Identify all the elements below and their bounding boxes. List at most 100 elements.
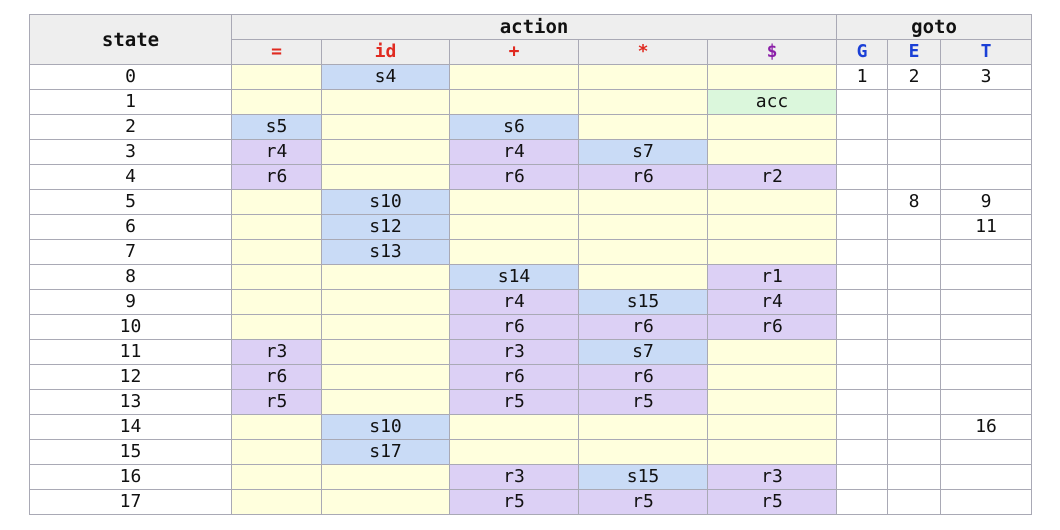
state-cell: 16: [29, 464, 232, 490]
state-cell: 9: [29, 289, 232, 315]
state-cell: 8: [29, 264, 232, 290]
action-cell: r4: [706, 289, 838, 315]
action-cell: r6: [231, 364, 322, 390]
goto-cell: [940, 289, 1033, 315]
goto-cell: [887, 139, 942, 165]
goto-nonterminal-header: T: [940, 39, 1033, 65]
action-cell: r3: [231, 339, 322, 365]
table-row: 6 s12 11: [29, 214, 1033, 240]
goto-cell: [887, 264, 942, 290]
goto-cell: [940, 314, 1033, 340]
action-cell: [321, 389, 450, 415]
action-cell: r6: [578, 164, 708, 190]
action-cell: [706, 214, 838, 240]
table-row: 15 s17: [29, 439, 1033, 465]
action-cell: [321, 364, 450, 390]
table-body: 0 s4 1 2 3 1 acc 2 s5 s6 3 r4 r4 s7 4 r6 r6 r6 r2 5 s10 8 9 6 s1…: [29, 64, 1033, 515]
action-cell: [321, 464, 450, 490]
action-cell: r6: [231, 164, 322, 190]
action-cell: s13: [321, 239, 450, 265]
action-cell: s7: [578, 139, 708, 165]
state-cell: 6: [29, 214, 232, 240]
goto-cell: [887, 414, 942, 440]
action-cell: [321, 264, 450, 290]
action-cell: [231, 489, 322, 515]
action-cell: s4: [321, 64, 450, 90]
goto-cell: 11: [940, 214, 1033, 240]
action-cell: [449, 89, 579, 115]
goto-cell: [940, 139, 1033, 165]
action-cell: [321, 339, 450, 365]
goto-cell: [836, 89, 889, 115]
action-cell: [231, 64, 322, 90]
action-cell: r6: [449, 164, 579, 190]
table-row: 10 r6 r6 r6: [29, 314, 1033, 340]
action-cell: [449, 439, 579, 465]
action-cell: [231, 264, 322, 290]
action-cell: [231, 189, 322, 215]
table-row: 13 r5 r5 r5: [29, 389, 1033, 415]
action-cell: r5: [578, 489, 708, 515]
action-cell: [706, 139, 838, 165]
state-cell: 17: [29, 489, 232, 515]
action-cell: [449, 214, 579, 240]
state-cell: 10: [29, 314, 232, 340]
action-cell: s7: [578, 339, 708, 365]
state-cell: 5: [29, 189, 232, 215]
action-cell: [231, 214, 322, 240]
state-cell: 2: [29, 114, 232, 140]
action-cell: s15: [578, 464, 708, 490]
action-cell: [231, 439, 322, 465]
action-cell: [321, 489, 450, 515]
goto-cell: [836, 464, 889, 490]
action-cell: r6: [706, 314, 838, 340]
table-row: 12 r6 r6 r6: [29, 364, 1033, 390]
goto-cell: [887, 489, 942, 515]
action-header: action: [230, 14, 838, 40]
action-cell: r5: [706, 489, 838, 515]
goto-cell: [940, 114, 1033, 140]
goto-cell: [836, 439, 889, 465]
goto-cell: 1: [836, 64, 889, 90]
goto-cell: [940, 439, 1033, 465]
state-header: state: [29, 14, 232, 65]
action-cell: [449, 414, 579, 440]
action-cell: [231, 289, 322, 315]
action-cell: r6: [449, 314, 579, 340]
goto-cell: [940, 364, 1033, 390]
action-terminal-header: +: [449, 39, 579, 65]
action-cell: [231, 239, 322, 265]
goto-cell: [887, 314, 942, 340]
action-cell: r5: [449, 489, 579, 515]
goto-cell: [940, 164, 1033, 190]
action-cell: r4: [449, 289, 579, 315]
goto-cell: [836, 114, 889, 140]
table-row: 7 s13: [29, 239, 1033, 265]
goto-cell: [887, 364, 942, 390]
goto-cell: [836, 239, 889, 265]
action-cell: r3: [449, 464, 579, 490]
goto-cell: [836, 214, 889, 240]
action-cell: [706, 239, 838, 265]
action-cell: acc: [706, 89, 838, 115]
state-cell: 4: [29, 164, 232, 190]
goto-nonterminal-header: G: [836, 39, 889, 65]
state-cell: 13: [29, 389, 232, 415]
action-cell: r5: [578, 389, 708, 415]
table-row: 14 s10 16: [29, 414, 1033, 440]
state-cell: 1: [29, 89, 232, 115]
goto-cell: [940, 489, 1033, 515]
table-row: 8 s14 r1: [29, 264, 1033, 290]
state-cell: 7: [29, 239, 232, 265]
action-cell: [231, 314, 322, 340]
table-row: 9 r4 s15 r4: [29, 289, 1033, 315]
goto-nonterminal-header: E: [887, 39, 942, 65]
action-cell: [578, 439, 708, 465]
state-cell: 15: [29, 439, 232, 465]
table-row: 3 r4 r4 s7: [29, 139, 1033, 165]
goto-cell: [836, 364, 889, 390]
goto-cell: 8: [887, 189, 942, 215]
action-cell: r1: [706, 264, 838, 290]
header-row-symbols: = id + * $ G E T: [30, 39, 1033, 65]
action-cell: [321, 314, 450, 340]
